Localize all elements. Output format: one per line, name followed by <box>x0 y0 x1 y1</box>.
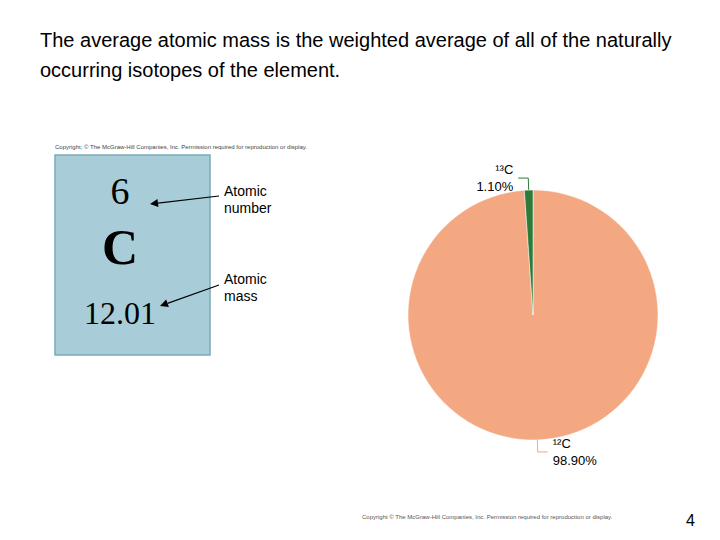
svg-text:number: number <box>224 200 272 216</box>
svg-text:4: 4 <box>686 512 695 529</box>
svg-text:6: 6 <box>111 170 130 212</box>
svg-text:The average atomic mass is the: The average atomic mass is the weighted … <box>40 29 677 51</box>
svg-text:occurring isotopes of the elem: occurring isotopes of the element. <box>40 59 340 81</box>
svg-text:mass: mass <box>224 288 257 304</box>
svg-text:Atomic: Atomic <box>224 271 267 287</box>
svg-text:¹³C: ¹³C <box>495 162 513 177</box>
svg-text:Copyright; © The McGraw-Hill C: Copyright; © The McGraw-Hill Companies, … <box>55 144 307 150</box>
svg-text:C: C <box>102 219 138 275</box>
svg-text:12.01: 12.01 <box>84 295 156 331</box>
svg-text:Copyright © The McGraw-Hill Co: Copyright © The McGraw-Hill Companies, I… <box>362 514 613 520</box>
svg-text:98.90%: 98.90% <box>553 453 598 468</box>
svg-text:¹²C: ¹²C <box>553 436 571 451</box>
svg-text:1.10%: 1.10% <box>476 179 513 194</box>
svg-text:Atomic: Atomic <box>224 183 267 199</box>
